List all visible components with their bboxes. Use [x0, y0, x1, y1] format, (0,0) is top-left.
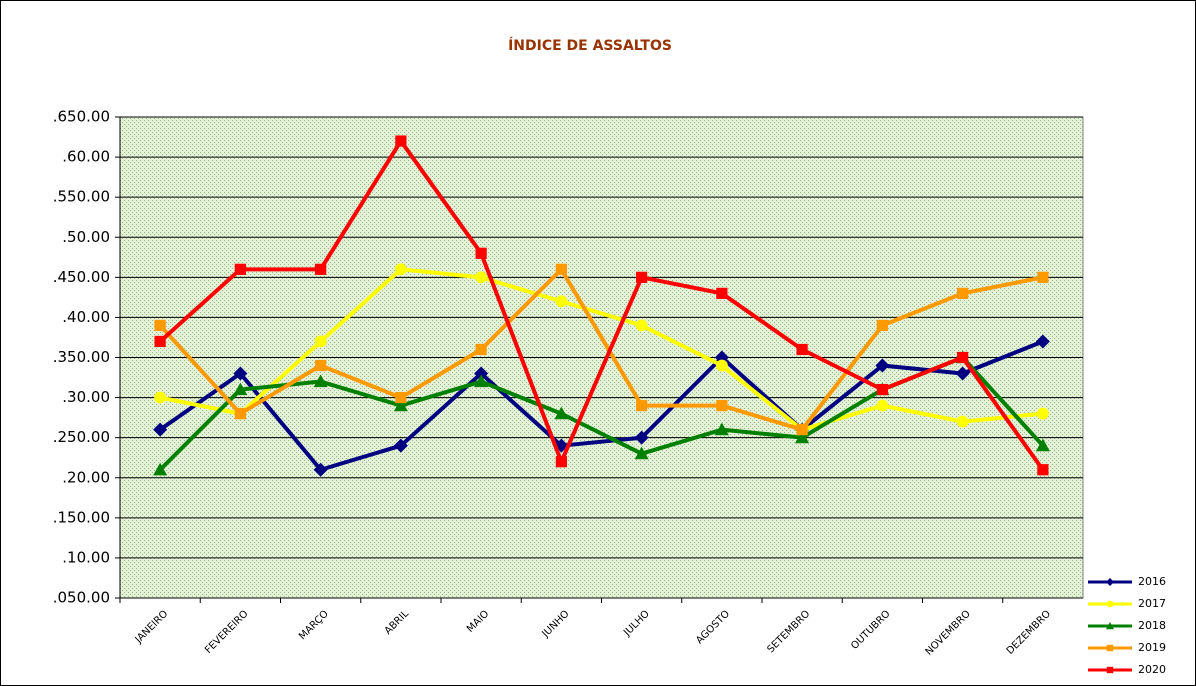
legend-marker	[1106, 666, 1114, 674]
y-tick-label: .20.00	[62, 468, 110, 486]
marker	[876, 383, 888, 396]
marker	[153, 422, 168, 437]
series-line	[159, 267, 1044, 432]
marker	[956, 415, 969, 428]
y-tick-label: .150.00	[53, 508, 110, 526]
marker	[394, 263, 407, 276]
marker	[957, 287, 969, 299]
marker	[875, 358, 890, 373]
y-tick-label: .10.00	[62, 548, 110, 566]
marker	[234, 263, 246, 275]
legend-label: 2019	[1138, 641, 1166, 654]
marker	[955, 366, 970, 381]
marker	[393, 398, 408, 412]
y-tick-label: .550.00	[53, 188, 110, 206]
legend-label: 2016	[1138, 575, 1166, 588]
y-tick-label: .50.00	[62, 228, 110, 246]
marker	[1035, 334, 1050, 349]
marker	[153, 462, 168, 476]
marker	[636, 271, 648, 283]
marker	[634, 430, 649, 445]
legend-label: 2017	[1138, 597, 1166, 610]
series-line	[158, 139, 1045, 471]
marker	[714, 422, 729, 436]
marker	[716, 400, 728, 412]
marker	[475, 247, 487, 259]
legend-marker	[1106, 622, 1114, 630]
legend-marker	[1106, 600, 1114, 608]
marker	[555, 456, 567, 468]
legend-marker	[1106, 644, 1114, 652]
y-tick-label: .350.00	[53, 348, 110, 366]
y-tick-label: .40.00	[62, 308, 110, 326]
marker	[636, 400, 648, 412]
marker	[876, 319, 888, 332]
y-tick-label: .30.00	[62, 388, 110, 406]
marker	[395, 391, 407, 404]
marker	[634, 446, 649, 460]
marker	[716, 287, 728, 299]
marker	[474, 366, 489, 381]
marker	[154, 335, 166, 348]
marker	[154, 391, 167, 404]
marker	[315, 263, 327, 275]
marker	[475, 343, 487, 356]
marker	[474, 374, 489, 388]
marker	[796, 424, 808, 436]
marker	[957, 351, 969, 364]
marker	[475, 271, 488, 284]
y-tick-label: .650.00	[53, 108, 110, 126]
y-tick-label: .250.00	[53, 428, 110, 446]
y-tick-label: .60.00	[62, 148, 110, 166]
marker	[395, 135, 407, 147]
marker	[635, 319, 648, 332]
legend-marker	[1106, 578, 1114, 586]
marker	[233, 382, 248, 396]
series-line	[158, 339, 1044, 472]
marker	[315, 359, 327, 372]
marker	[796, 343, 808, 356]
marker	[233, 366, 248, 381]
marker	[555, 295, 568, 308]
marker	[1037, 271, 1049, 283]
legend-label: 2018	[1138, 619, 1166, 632]
marker	[1037, 464, 1049, 476]
marker	[154, 319, 166, 332]
marker	[554, 406, 569, 420]
marker	[313, 462, 328, 477]
marker	[555, 263, 567, 275]
marker	[1036, 407, 1049, 420]
marker	[715, 359, 728, 372]
marker	[234, 408, 246, 420]
legend-label: 2020	[1138, 663, 1166, 676]
marker	[314, 335, 327, 348]
marker	[876, 399, 889, 412]
marker	[1035, 438, 1050, 452]
chart-title: ÍNDICE DE ASSALTOS	[508, 37, 672, 54]
y-tick-label: .050.00	[53, 589, 110, 607]
series-line	[158, 267, 1044, 432]
marker	[795, 430, 810, 444]
marker	[393, 438, 408, 453]
y-tick-label: .450.00	[53, 268, 110, 286]
marker	[313, 374, 328, 388]
